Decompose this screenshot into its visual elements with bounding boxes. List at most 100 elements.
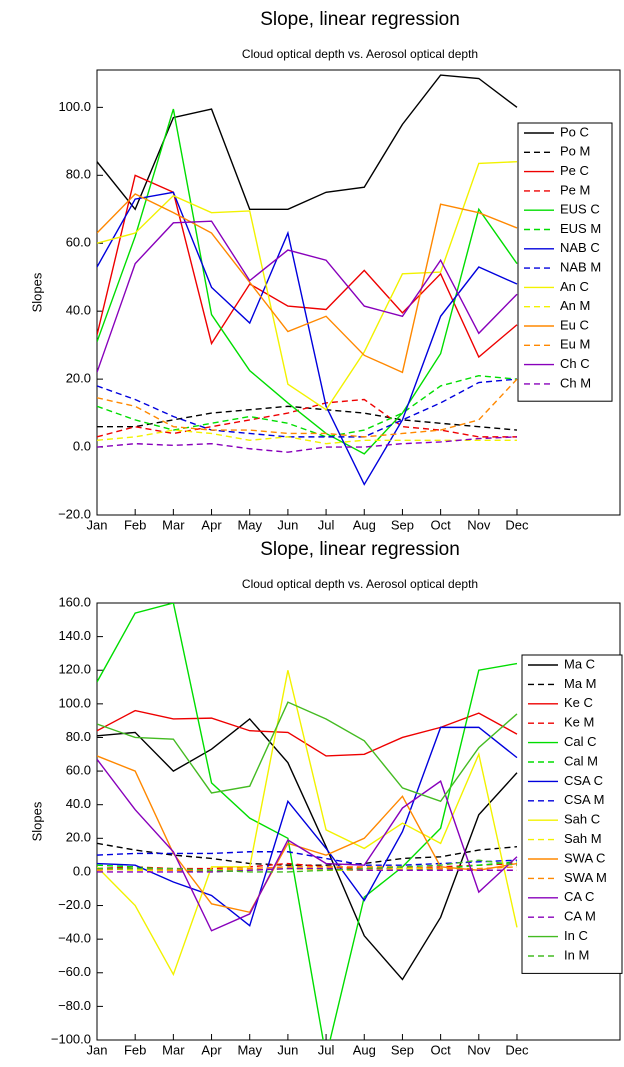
y-tick-label: 20.0 — [66, 371, 91, 386]
chart-subtitle: Cloud optical depth vs. Aerosol optical … — [242, 577, 478, 591]
legend-box — [517, 122, 613, 402]
series-line — [97, 378, 518, 438]
x-tick-label: Nov — [467, 1042, 491, 1057]
legend-label: EUS M — [560, 221, 601, 236]
series-line — [97, 436, 518, 453]
legend-label: Pe M — [560, 182, 590, 197]
series-line — [97, 726, 518, 927]
legend-label: Po C — [560, 124, 589, 139]
series-line — [97, 859, 518, 873]
x-tick-label: Oct — [431, 1042, 452, 1057]
legend-label: An C — [560, 279, 589, 294]
x-tick-label: Jul — [318, 517, 335, 532]
x-tick-label: Aug — [353, 1042, 376, 1057]
legend-label: CA M — [564, 909, 596, 924]
series-line — [97, 378, 518, 438]
series-line — [97, 842, 518, 866]
legend-label: CSA M — [564, 792, 604, 807]
legend-label: SWA C — [564, 850, 605, 865]
series-line — [97, 862, 518, 870]
series-line — [97, 758, 518, 932]
x-tick-label: Jan — [87, 1042, 108, 1057]
series-line — [97, 429, 517, 445]
series-line — [97, 867, 517, 873]
series-line — [97, 718, 518, 981]
legend-label: Pe C — [560, 163, 589, 178]
legend-label: In C — [564, 928, 588, 943]
legend-label: Ke M — [564, 715, 594, 730]
x-tick-label: May — [237, 1042, 262, 1057]
y-axis-label: Slopes — [29, 272, 44, 312]
x-tick-label: May — [237, 517, 262, 532]
legend-label: Eu C — [560, 317, 589, 332]
chart-subtitle: Cloud optical depth vs. Aerosol optical … — [242, 47, 478, 61]
series-line — [97, 603, 518, 1040]
legend-label: An M — [560, 298, 590, 313]
series-line — [97, 193, 518, 374]
y-tick-label: 0.0 — [73, 863, 91, 878]
legend-label: In M — [564, 947, 589, 962]
legend-label: Cal M — [564, 753, 598, 768]
y-tick-label: −20.0 — [58, 897, 91, 912]
series-line — [97, 108, 518, 455]
legend-label: NAB M — [560, 260, 601, 275]
series-line — [97, 701, 518, 803]
legend-label: CSA C — [564, 773, 603, 788]
y-tick-label: 20.0 — [66, 830, 91, 845]
series-line — [97, 220, 518, 373]
y-tick-label: −60.0 — [58, 964, 91, 979]
y-tick-label: 40.0 — [66, 796, 91, 811]
legend-label: Ch M — [560, 375, 591, 390]
chart-title: Slope, linear regression — [260, 9, 460, 30]
x-tick-label: Apr — [201, 517, 222, 532]
y-tick-label: 140.0 — [58, 628, 91, 643]
x-tick-label: Dec — [505, 517, 529, 532]
x-tick-label: Mar — [162, 1042, 185, 1057]
x-tick-label: Sep — [391, 517, 414, 532]
y-tick-label: 80.0 — [66, 729, 91, 744]
y-tick-label: −80.0 — [58, 998, 91, 1013]
x-tick-label: Feb — [124, 1042, 146, 1057]
legend-label: Ch C — [560, 356, 590, 371]
legend-box — [521, 654, 623, 974]
x-tick-label: Sep — [391, 1042, 414, 1057]
legend-label: Po M — [560, 144, 590, 159]
x-tick-label: Nov — [467, 517, 491, 532]
legend-label: Cal C — [564, 734, 597, 749]
y-axis-label: Slopes — [29, 801, 44, 841]
x-tick-label: Feb — [124, 517, 146, 532]
x-tick-label: Jan — [87, 517, 108, 532]
series-line — [97, 191, 518, 486]
y-tick-label: 100.0 — [58, 695, 91, 710]
y-tick-label: 40.0 — [66, 303, 91, 318]
series-line — [97, 709, 518, 757]
y-tick-label: −40.0 — [58, 931, 91, 946]
legend-label: Ma M — [564, 676, 597, 691]
series-line — [97, 398, 517, 438]
x-tick-label: Aug — [353, 517, 376, 532]
x-tick-label: Apr — [201, 1042, 222, 1057]
legend-label: CA C — [564, 889, 594, 904]
series-line — [97, 866, 518, 871]
legend-label: Sah M — [564, 831, 602, 846]
plot-frame — [96, 69, 621, 516]
y-tick-label: 160.0 — [58, 594, 91, 609]
legend-label: Ke C — [564, 695, 593, 710]
series-line — [97, 670, 518, 977]
x-tick-label: Jul — [318, 1042, 335, 1057]
chart-title: Slope, linear regression — [260, 539, 460, 560]
y-tick-label: 80.0 — [66, 167, 91, 182]
y-tick-label: 60.0 — [66, 763, 91, 778]
y-tick-label: 120.0 — [58, 662, 91, 677]
series-line — [97, 74, 518, 211]
legend-label: NAB C — [560, 240, 600, 255]
series-line — [97, 375, 518, 438]
x-tick-label: Jun — [277, 517, 298, 532]
series-line — [97, 755, 518, 914]
series-line — [97, 161, 518, 411]
y-tick-label: −20.0 — [58, 506, 91, 521]
x-tick-label: Dec — [505, 1042, 529, 1057]
legend-label: SWA M — [564, 870, 607, 885]
series-line — [97, 851, 518, 866]
